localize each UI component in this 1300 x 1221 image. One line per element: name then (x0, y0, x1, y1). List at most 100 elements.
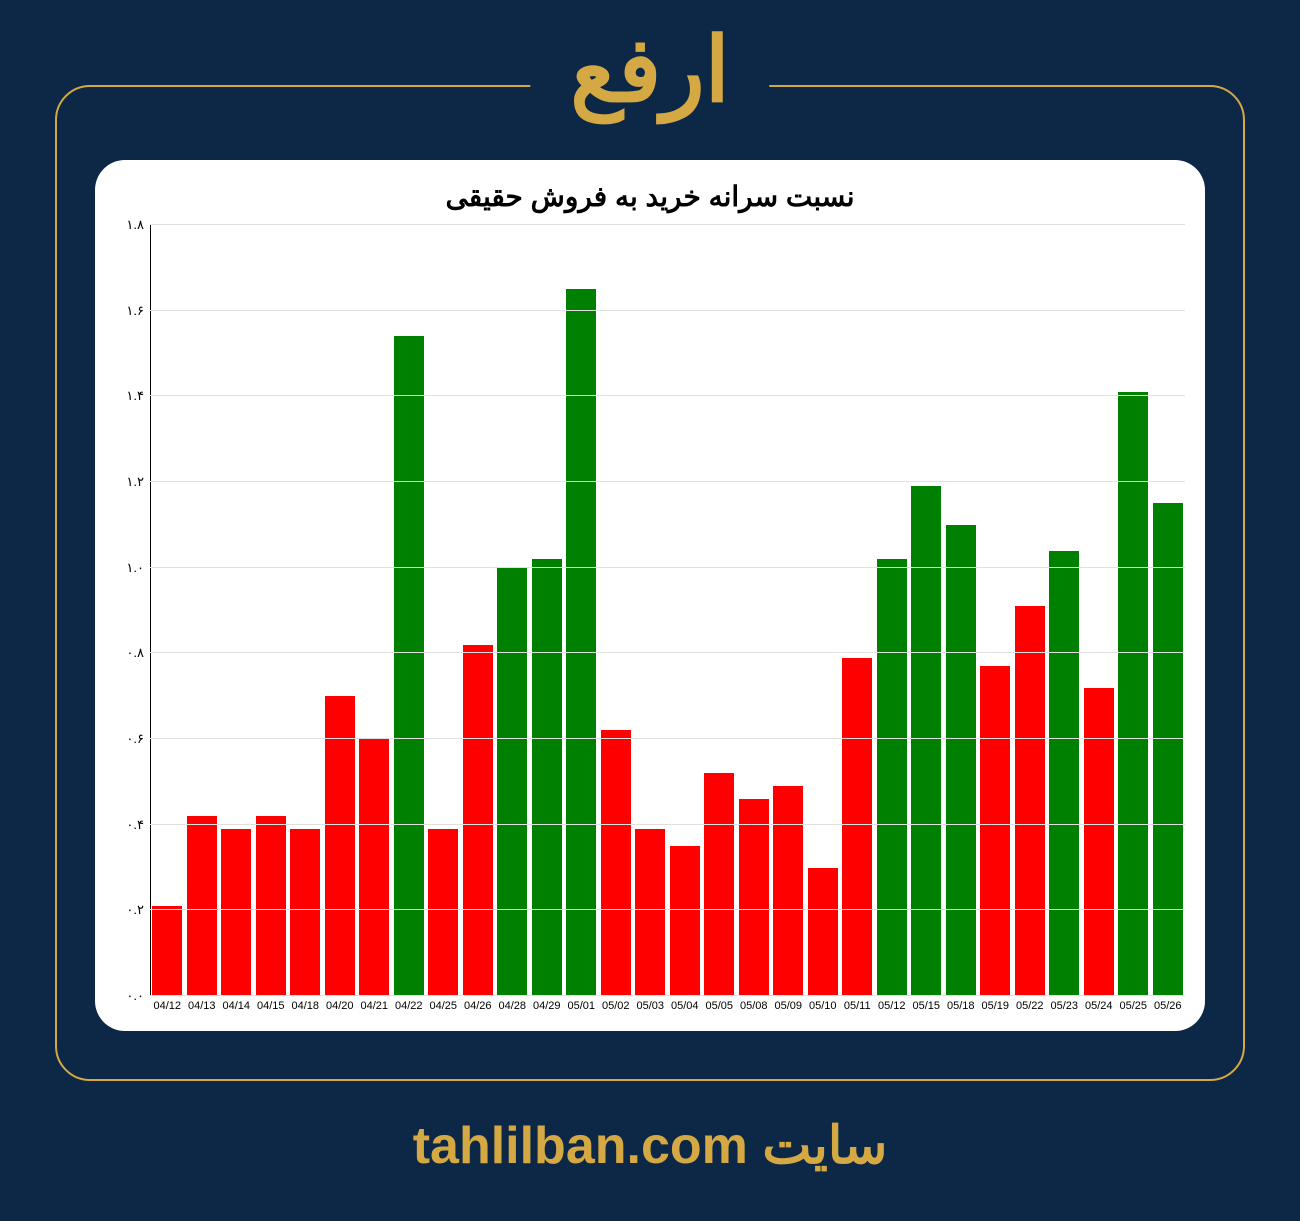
gridline (150, 909, 1185, 910)
footer-url: tahlilban.com (413, 1117, 748, 1175)
bar-slot: 05/26 (1151, 225, 1186, 996)
bar-slot: 05/18 (944, 225, 979, 996)
bar (911, 486, 941, 996)
x-tick-label: 05/08 (740, 996, 768, 1012)
bar-slot: 04/13 (185, 225, 220, 996)
y-tick-label: ۰.۲ (126, 902, 150, 918)
bar-slot: 04/22 (392, 225, 427, 996)
bar (842, 658, 872, 996)
bar-slot: 04/20 (323, 225, 358, 996)
gridline (150, 738, 1185, 739)
bar (946, 525, 976, 996)
x-tick-label: 05/03 (636, 996, 664, 1012)
y-tick-label: ۱.۲ (126, 474, 150, 490)
gridline (150, 224, 1185, 225)
bar (394, 336, 424, 996)
x-tick-label: 05/05 (705, 996, 733, 1012)
bar-slot: 04/15 (254, 225, 289, 996)
bar (773, 786, 803, 996)
gridline (150, 395, 1185, 396)
x-tick-label: 04/15 (257, 996, 285, 1012)
bar (463, 645, 493, 996)
footer-prefix: سایت (748, 1117, 887, 1175)
bar (325, 696, 355, 996)
bar (1015, 606, 1045, 996)
bar (877, 559, 907, 996)
x-tick-label: 05/12 (878, 996, 906, 1012)
y-tick-label: ۰.۶ (126, 731, 150, 747)
x-tick-label: 04/20 (326, 996, 354, 1012)
bar (601, 730, 631, 996)
footer: سایت tahlilban.com (0, 1116, 1300, 1176)
x-tick-label: 05/09 (774, 996, 802, 1012)
x-tick-label: 05/23 (1050, 996, 1078, 1012)
bar (635, 829, 665, 996)
gridline (150, 567, 1185, 568)
gridline (150, 995, 1185, 996)
bar-slot: 05/23 (1047, 225, 1082, 996)
bar-slot: 05/02 (599, 225, 634, 996)
bar-slot: 04/21 (357, 225, 392, 996)
bar-slot: 05/10 (806, 225, 841, 996)
bar (428, 829, 458, 996)
x-tick-label: 05/02 (602, 996, 630, 1012)
bar-slot: 04/25 (426, 225, 461, 996)
x-tick-label: 05/10 (809, 996, 837, 1012)
bar (808, 868, 838, 996)
bar-slot: 05/24 (1082, 225, 1117, 996)
bar-slot: 04/12 (150, 225, 185, 996)
bar-slot: 04/28 (495, 225, 530, 996)
bars-container: 04/1204/1304/1404/1504/1804/2004/2104/22… (150, 225, 1185, 996)
plot-area: 04/1204/1304/1404/1504/1804/2004/2104/22… (150, 225, 1185, 996)
bar-slot: 05/12 (875, 225, 910, 996)
x-tick-label: 04/14 (222, 996, 250, 1012)
x-tick-label: 05/18 (947, 996, 975, 1012)
x-tick-label: 04/29 (533, 996, 561, 1012)
y-tick-label: ۱.۴ (126, 388, 150, 404)
bar-slot: 05/01 (564, 225, 599, 996)
page-header-title: ارفع (530, 18, 769, 123)
bar-slot: 04/18 (288, 225, 323, 996)
x-tick-label: 05/24 (1085, 996, 1113, 1012)
bar (359, 739, 389, 996)
x-tick-label: 05/22 (1016, 996, 1044, 1012)
bar-slot: 05/03 (633, 225, 668, 996)
bar (152, 906, 182, 996)
bar (739, 799, 769, 996)
bar (1153, 503, 1183, 996)
x-tick-label: 05/26 (1154, 996, 1182, 1012)
bar (187, 816, 217, 996)
bar-slot: 05/25 (1116, 225, 1151, 996)
bar-slot: 05/09 (771, 225, 806, 996)
x-tick-label: 05/01 (567, 996, 595, 1012)
x-tick-label: 05/15 (912, 996, 940, 1012)
chart-card: نسبت سرانه خرید به فروش حقیقی 04/1204/13… (95, 160, 1205, 1031)
y-tick-label: ۰.۴ (126, 817, 150, 833)
x-tick-label: 04/26 (464, 996, 492, 1012)
y-tick-label: ۰.۰ (126, 988, 150, 1004)
y-tick-label: ۱.۸ (126, 217, 150, 233)
bar (532, 559, 562, 996)
x-tick-label: 05/11 (844, 996, 871, 1012)
x-tick-label: 04/25 (429, 996, 457, 1012)
bar-slot: 05/08 (737, 225, 772, 996)
bar-slot: 05/11 (840, 225, 875, 996)
bar (704, 773, 734, 996)
bar (221, 829, 251, 996)
bar (670, 846, 700, 996)
bar (980, 666, 1010, 996)
x-tick-label: 04/28 (498, 996, 526, 1012)
x-tick-label: 05/19 (981, 996, 1009, 1012)
bar-slot: 04/14 (219, 225, 254, 996)
x-tick-label: 04/21 (360, 996, 388, 1012)
bar (497, 568, 527, 996)
bar (290, 829, 320, 996)
gridline (150, 652, 1185, 653)
bar-slot: 05/15 (909, 225, 944, 996)
gridline (150, 824, 1185, 825)
gridline (150, 481, 1185, 482)
bar-slot: 04/29 (530, 225, 565, 996)
bar-slot: 05/05 (702, 225, 737, 996)
bar (1084, 688, 1114, 996)
bar (256, 816, 286, 996)
